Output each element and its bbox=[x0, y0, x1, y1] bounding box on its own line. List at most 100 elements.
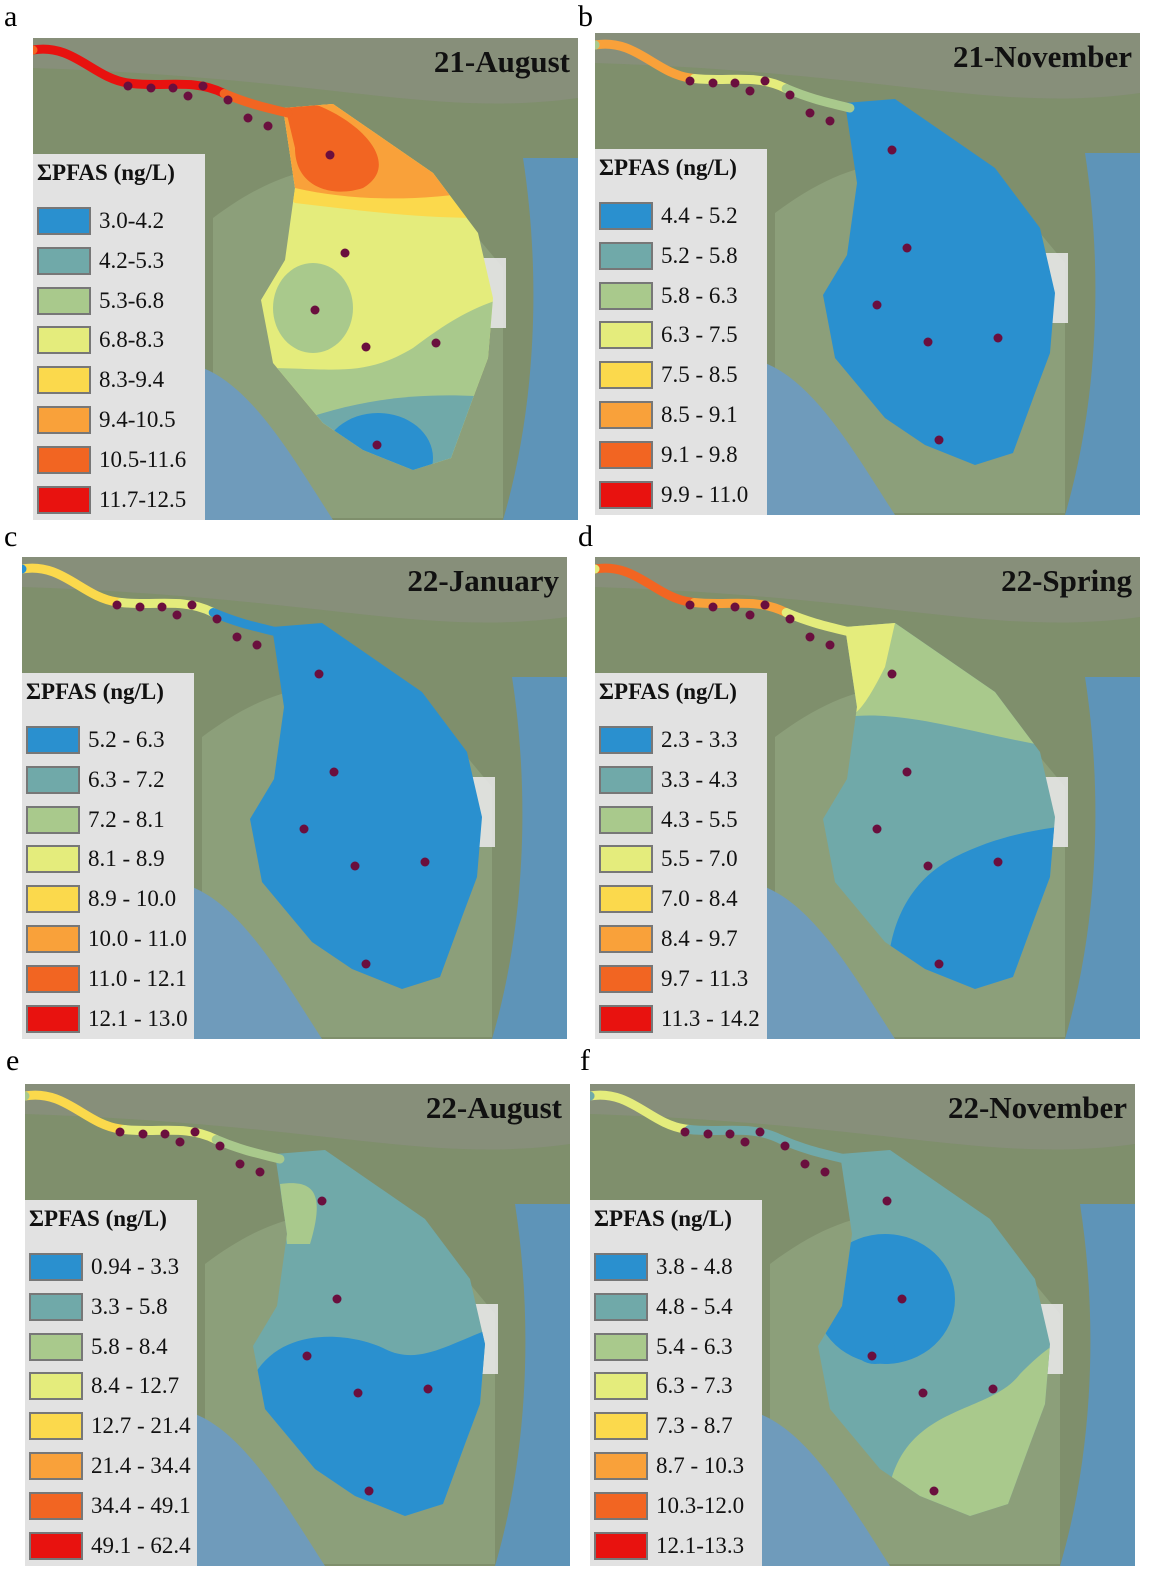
legend-item: 5.8 - 6.3 bbox=[599, 281, 738, 311]
legend-item: 4.2-5.3 bbox=[37, 246, 164, 276]
sea bbox=[765, 363, 895, 515]
legend-label: 10.0 - 11.0 bbox=[88, 926, 187, 951]
legend-title: ΣPFAS (ng/L) bbox=[599, 155, 737, 180]
legend-item: 3.3 - 4.3 bbox=[599, 765, 738, 795]
sampling-site bbox=[310, 305, 320, 315]
legend: ΣPFAS (ng/L) 3.0-4.2 4.2-5.3 5.3-6.8 6.8-8.3… bbox=[33, 154, 205, 520]
legend: ΣPFAS (ng/L) 3.8 - 4.8 4.8 - 5.4 5.4 - 6.3 6… bbox=[590, 1200, 762, 1566]
satellite-map bbox=[590, 1084, 1135, 1566]
legend-item: 8.1 - 8.9 bbox=[26, 844, 165, 874]
concentration-zone bbox=[280, 1183, 317, 1244]
sampling-site bbox=[160, 1129, 170, 1139]
map-panel-b: 21-November ΣPFAS (ng/L) 4.4 - 5.2 5.2 - 5.… bbox=[595, 33, 1140, 515]
legend-swatch bbox=[599, 765, 653, 794]
legend-label: 34.4 - 49.1 bbox=[91, 1492, 191, 1518]
sampling-site bbox=[187, 600, 197, 610]
map-panel-f: 22-November ΣPFAS (ng/L) 3.8 - 4.8 4.8 - 5.… bbox=[590, 1084, 1135, 1566]
legend-swatch bbox=[26, 964, 80, 993]
sampling-site bbox=[299, 824, 309, 834]
sampling-site bbox=[423, 1384, 433, 1394]
river-zone bbox=[22, 563, 282, 637]
sea bbox=[492, 677, 567, 1039]
concentration-zone bbox=[818, 1234, 955, 1364]
sampling-site bbox=[190, 1127, 200, 1137]
legend-label: 2.3 - 3.3 bbox=[661, 727, 738, 752]
legend-swatch bbox=[26, 805, 80, 834]
sea bbox=[1060, 1204, 1135, 1566]
legend-item: 12.7 - 21.4 bbox=[29, 1411, 191, 1441]
legend-swatch bbox=[29, 1412, 83, 1441]
sampling-site bbox=[780, 1141, 790, 1151]
river-zone bbox=[590, 1090, 850, 1164]
legend-swatch bbox=[26, 845, 80, 874]
legend-item: 8.5 - 9.1 bbox=[599, 400, 738, 430]
river-zone bbox=[595, 563, 855, 637]
legend-swatch bbox=[599, 440, 653, 469]
legend: ΣPFAS (ng/L) 0.94 - 3.3 3.3 - 5.8 5.8 - 8.4… bbox=[25, 1200, 197, 1566]
legend-label: 7.3 - 8.7 bbox=[656, 1413, 733, 1439]
sampling-site bbox=[361, 959, 371, 969]
legend-swatch bbox=[26, 765, 80, 794]
sampling-site bbox=[887, 669, 897, 679]
river-zone bbox=[25, 1090, 285, 1164]
legend-label: 8.4 - 12.7 bbox=[91, 1373, 180, 1399]
legend-item: 11.3 - 14.2 bbox=[599, 1004, 760, 1034]
legend-swatch bbox=[594, 1531, 648, 1560]
panel-letter: b bbox=[578, 0, 593, 33]
sea bbox=[192, 887, 322, 1039]
sampling-site bbox=[340, 248, 350, 258]
legend-item: 5.8 - 8.4 bbox=[29, 1332, 168, 1362]
panel-title: 22-August bbox=[425, 1090, 562, 1125]
sampling-site bbox=[867, 1351, 877, 1361]
legend-swatch bbox=[37, 246, 91, 275]
panel-letter: e bbox=[6, 1044, 20, 1077]
legend-item: 9.7 - 11.3 bbox=[599, 964, 748, 994]
legend-swatch bbox=[594, 1253, 648, 1281]
legend-label: 8.5 - 9.1 bbox=[661, 402, 738, 427]
legend-item: 5.2 - 6.3 bbox=[26, 725, 165, 755]
sampling-site bbox=[887, 145, 897, 155]
legend-label: 5.3-6.8 bbox=[99, 287, 165, 313]
legend-item: 7.2 - 8.1 bbox=[26, 805, 165, 835]
sampling-site bbox=[317, 1196, 327, 1206]
legend-swatch bbox=[599, 1004, 653, 1033]
legend-label: 9.7 - 11.3 bbox=[661, 965, 749, 991]
legend-swatch bbox=[599, 726, 653, 754]
legend-swatch bbox=[26, 925, 80, 953]
sampling-site bbox=[364, 1486, 374, 1496]
sea bbox=[503, 158, 578, 520]
legend-swatch bbox=[594, 1332, 648, 1361]
sampling-site bbox=[708, 78, 718, 88]
sampling-site bbox=[685, 76, 695, 86]
legend-label: 10.5-11.6 bbox=[99, 446, 187, 472]
legend-swatch bbox=[599, 805, 653, 834]
legend-label: 4.8 - 5.4 bbox=[656, 1293, 733, 1319]
legend-label: 5.2 - 6.3 bbox=[88, 727, 165, 752]
legend-label: 8.9 - 10.0 bbox=[88, 886, 177, 912]
legend-item: 3.8 - 4.8 bbox=[594, 1252, 733, 1282]
legend-item: 4.3 - 5.5 bbox=[599, 805, 738, 835]
sampling-site bbox=[760, 600, 770, 610]
legend-label: 5.4 - 6.3 bbox=[656, 1333, 733, 1359]
concentration-zone bbox=[890, 1314, 1050, 1516]
panel-letter: f bbox=[580, 1044, 590, 1077]
sampling-site bbox=[785, 614, 795, 624]
sampling-site bbox=[353, 1388, 363, 1398]
sea bbox=[1065, 153, 1140, 515]
legend-item: 11.0 - 12.1 bbox=[26, 964, 187, 994]
sampling-site bbox=[902, 767, 912, 777]
sampling-site bbox=[902, 243, 912, 253]
legend-label: 8.4 - 9.7 bbox=[661, 926, 738, 951]
sea bbox=[765, 887, 895, 1039]
panel-title: 21-November bbox=[952, 39, 1132, 74]
sampling-site bbox=[235, 1159, 245, 1169]
sampling-site bbox=[730, 602, 740, 612]
sampling-site bbox=[897, 1294, 907, 1304]
sampling-site bbox=[314, 669, 324, 679]
sampling-site bbox=[172, 610, 182, 620]
sampling-site bbox=[993, 333, 1003, 343]
legend-item: 21.4 - 34.4 bbox=[29, 1451, 191, 1481]
legend-label: 11.7-12.5 bbox=[99, 486, 187, 512]
sampling-site bbox=[255, 1167, 265, 1177]
